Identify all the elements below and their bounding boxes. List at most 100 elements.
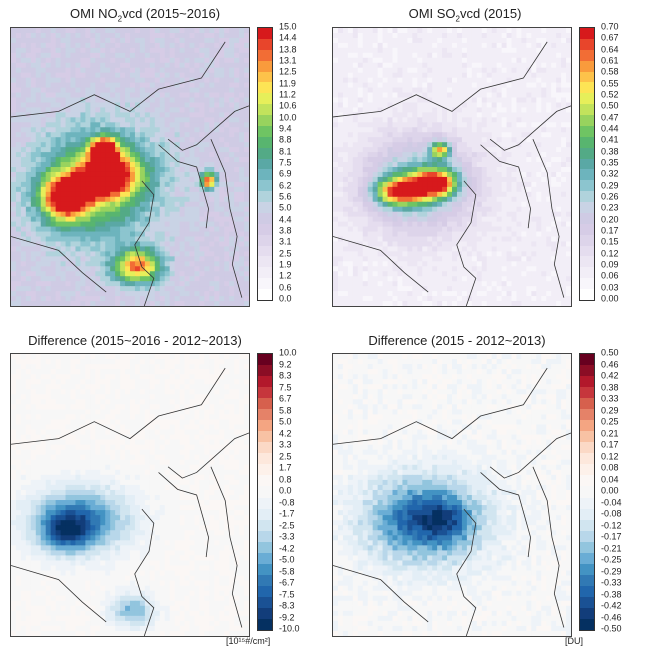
map-grid-cell [25,261,32,267]
map-grid-cell [189,231,195,237]
map-grid-cell [357,236,364,242]
map-grid-cell [337,87,344,94]
map-grid-cell [422,97,428,103]
map-grid-cell [501,62,508,69]
map-grid-cell [229,162,235,168]
map-grid-cell [55,201,62,208]
map-grid-cell [189,107,195,113]
map-grid-cell [337,201,344,208]
map-grid-cell [461,206,468,213]
map-grid-cell [11,72,17,79]
map-grid-cell [491,206,498,213]
map-grid-cell [526,127,532,133]
map-grid-cell [120,157,126,163]
map-grid-cell [15,132,22,138]
map-grid-cell [80,271,86,277]
map-grid-cell [20,92,27,98]
map-grid-cell [50,201,57,208]
map-grid-cell [447,127,453,133]
map-grid-cell [149,236,156,242]
map-grid-cell [149,206,156,213]
map-grid-cell [85,87,91,94]
map-grid-cell [402,122,408,128]
map-grid-cell [546,152,552,158]
map-grid-cell [40,112,47,118]
map-grid-cell [159,122,166,128]
map-grid-cell [125,191,131,198]
map-grid-cell [422,186,428,193]
map-grid-cell [471,52,478,59]
map-grid-cell [516,201,522,208]
map-grid-cell [130,152,136,158]
map-grid-cell [342,97,349,103]
map-grid-cell [80,301,86,306]
map-grid-cell [179,107,186,113]
map-grid-cell [125,211,131,218]
map-grid-cell [100,286,106,292]
map-grid-cell [110,127,116,133]
map-grid-cell [15,157,22,163]
map-grid-cell [556,167,562,173]
map-grid-cell [456,216,463,223]
map-grid-cell [85,72,91,79]
map-grid-cell [437,102,443,108]
map-grid-cell [15,82,22,89]
map-grid-cell [377,196,384,203]
map-grid-cell [466,102,473,108]
map-grid-cell [412,152,418,158]
map-grid-cell [496,186,503,193]
map-grid-cell [407,72,413,79]
map-grid-cell [372,52,379,59]
map-grid-cell [90,102,96,108]
map-grid-cell [229,186,235,193]
map-grid-cell [11,77,17,84]
map-grid-cell [526,52,532,59]
map-grid-cell [412,87,418,94]
map-grid-cell [536,162,542,168]
map-grid-cell [120,97,126,103]
map-grid-cell [154,102,161,108]
map-grid-cell [204,72,210,79]
map-grid-cell [40,206,47,213]
map-grid-cell [194,77,200,84]
map-grid-cell [209,162,215,168]
map-grid-cell [229,261,235,267]
map-grid-cell [352,57,359,64]
map-grid-cell [159,241,166,247]
map-grid-cell [417,196,423,203]
map-grid-cell [506,82,512,89]
map-grid-cell [466,137,473,143]
map-grid-cell [30,181,37,188]
map-grid-cell [506,37,512,44]
map-grid-cell [362,216,369,223]
map-grid-cell [442,152,448,158]
map-grid-cell [382,72,389,79]
map-grid-cell [442,82,448,89]
map-grid-cell [30,176,37,183]
map-grid-cell [486,211,493,218]
map-grid-cell [456,28,463,34]
map-grid-cell [55,241,62,247]
map-grid-cell [357,87,364,94]
map-grid-cell [239,206,245,213]
map-grid-cell [125,221,131,228]
map-grid-cell [125,137,131,143]
map-grid-cell [476,47,483,54]
map-grid-cell [481,97,488,103]
map-grid-cell [516,37,522,44]
map-grid-cell [194,62,200,69]
map-grid-cell [134,276,141,282]
map-grid-cell [541,117,547,123]
map-grid-cell [199,62,205,69]
map-grid-cell [461,162,468,168]
map-grid-cell [55,196,62,203]
map-grid-cell [511,47,517,54]
map-grid-cell [397,127,403,133]
map-grid-cell [35,216,42,223]
map-grid-cell [20,176,27,183]
map-grid-cell [471,107,478,113]
map-grid-cell [189,87,195,94]
map-grid-cell [407,206,413,213]
map-grid-cell [437,201,443,208]
map-grid-cell [244,37,249,44]
